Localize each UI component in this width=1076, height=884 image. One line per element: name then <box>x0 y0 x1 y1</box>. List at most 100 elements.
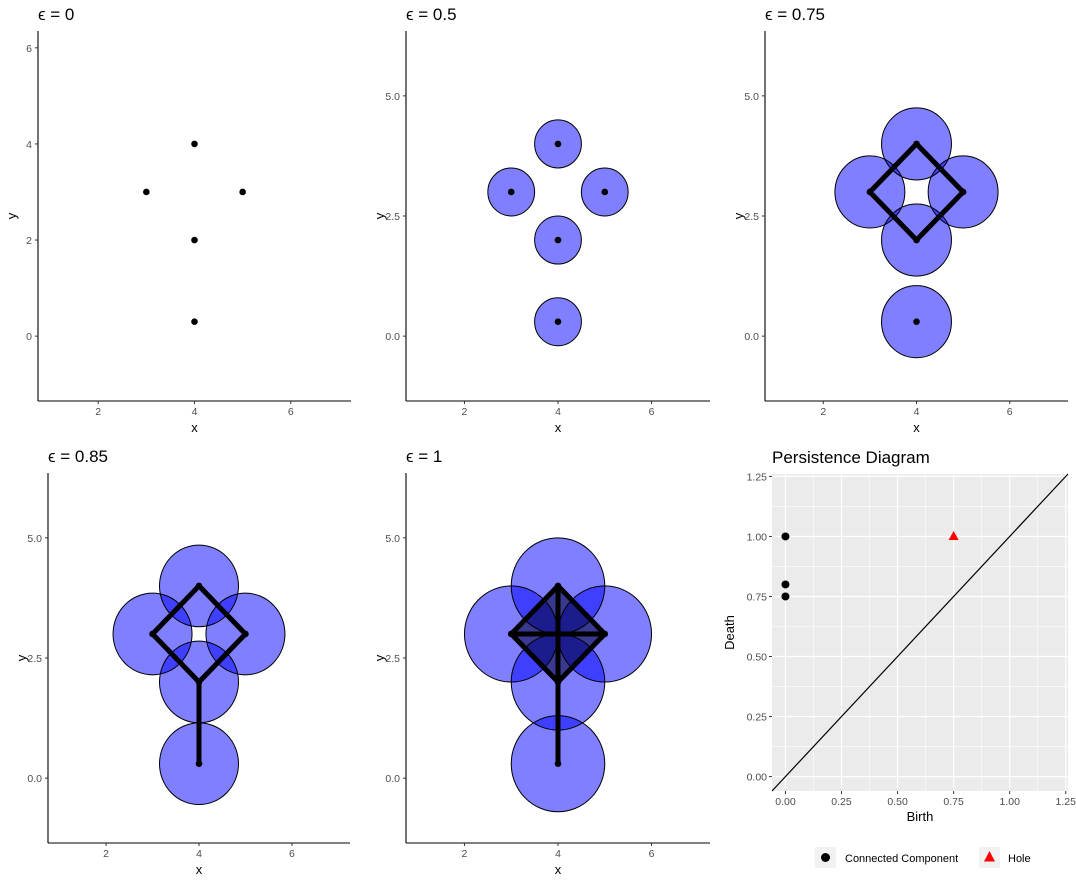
legend: Connected Component Hole <box>815 847 1031 868</box>
y-tick-label: 0.0 <box>27 773 42 785</box>
x-tick-label: 0.75 <box>943 796 964 808</box>
y-tick-label: 2.5 <box>385 211 400 223</box>
x-axis-label: x <box>555 420 562 435</box>
panel-title: ϵ = 0.5 <box>406 5 457 24</box>
plot-area: 0.00 0.25 0.50 0.75 1.00 1.25 0.00 0.25 0.50 0.75… <box>747 471 1076 808</box>
x-axis-label: x <box>913 420 920 435</box>
legend-key-hole <box>984 851 995 862</box>
legend-label-hole: Hole <box>1008 853 1031 865</box>
x-tick-label: 4 <box>196 848 202 860</box>
x-tick-label: 4 <box>555 406 561 418</box>
y-tick-label: 4 <box>26 139 32 151</box>
ball-outline <box>487 167 536 217</box>
x-tick-label: 6 <box>649 406 655 418</box>
plot-area <box>143 140 246 326</box>
data-point <box>554 582 562 590</box>
plot-area <box>834 107 999 359</box>
x-axis-label: Birth <box>907 809 934 824</box>
ball-outline <box>881 285 952 359</box>
data-point <box>149 630 156 638</box>
plot-area <box>487 119 629 347</box>
data-point <box>554 678 562 686</box>
y-tick-label: 2.5 <box>744 211 759 223</box>
edge <box>555 583 608 637</box>
ball-outline <box>927 155 999 229</box>
x-tick-label: 1.25 <box>1056 796 1076 808</box>
x-tick-label: 2 <box>820 406 826 418</box>
y-axis-label: y <box>372 654 387 661</box>
data-point <box>554 236 562 244</box>
y-tick-label: 0.0 <box>744 331 759 343</box>
y-tick-label: 5.0 <box>744 91 759 103</box>
y-tick-label: 2 <box>26 235 32 247</box>
plot-area <box>463 537 653 813</box>
data-point <box>195 678 203 686</box>
diagonal-line <box>771 473 1069 792</box>
data-point <box>601 188 609 196</box>
panel-title: ϵ = 0 <box>38 5 74 24</box>
y-axis-label: Death <box>722 615 737 650</box>
edge <box>150 583 202 637</box>
y-tick-label: 5.0 <box>385 91 400 103</box>
x-tick-label: 6 <box>289 848 295 860</box>
x-tick-label: 0.50 <box>887 796 908 808</box>
y-tick-label: 0.50 <box>747 652 768 664</box>
y-tick-label: 0.0 <box>385 773 400 785</box>
panel-title: ϵ = 0.75 <box>765 5 825 24</box>
edge <box>508 583 561 637</box>
edge <box>508 631 561 685</box>
edge <box>196 583 248 637</box>
x-tick-label: 0.00 <box>775 796 796 808</box>
data-point <box>866 188 874 196</box>
ball-outline <box>881 107 952 181</box>
panel-epsilon-0.85: ϵ = 0.85 x y 2 4 6 0.0 2.5 5.0 <box>14 447 350 877</box>
y-axis-label: y <box>4 212 19 219</box>
x-tick-label: 0.25 <box>831 796 852 808</box>
x-tick-label: 1.00 <box>999 796 1020 808</box>
legend-key-connected-component <box>821 853 830 862</box>
plot-area <box>112 544 286 806</box>
data-point <box>959 188 967 196</box>
x-tick-label: 6 <box>288 406 294 418</box>
y-tick-label: 5.0 <box>27 533 42 545</box>
panel-title: ϵ = 0.85 <box>48 447 108 466</box>
x-axis-label: x <box>555 862 562 877</box>
panel-epsilon-0.5: ϵ = 0.5 x y 2 4 6 0.0 2.5 5.0 <box>372 5 710 435</box>
panel-epsilon-0: ϵ = 0 x y 2 4 6 0 2 4 6 <box>4 5 351 435</box>
data-point <box>554 318 562 326</box>
y-tick-label: 2.5 <box>27 653 42 665</box>
x-tick-label: 2 <box>462 848 468 860</box>
point-connected-component <box>781 532 790 541</box>
y-tick-label: 5.0 <box>385 533 400 545</box>
y-tick-label: 0.00 <box>747 772 768 784</box>
y-tick-label: 0.0 <box>385 331 400 343</box>
panel-epsilon-0.75: ϵ = 0.75 x y 2 4 6 0.0 2.5 5.0 <box>731 5 1068 435</box>
data-point <box>601 630 609 638</box>
data-point <box>191 140 198 148</box>
ball-outline <box>580 167 629 217</box>
edge <box>555 631 608 685</box>
y-axis-label: y <box>731 212 746 219</box>
data-point <box>507 630 515 638</box>
x-tick-label: 6 <box>649 848 655 860</box>
data-point <box>191 318 198 326</box>
y-tick-label: 2.5 <box>385 653 400 665</box>
data-point <box>195 582 203 590</box>
x-tick-label: 6 <box>1007 406 1013 418</box>
ball-outline <box>834 155 906 229</box>
data-point <box>143 188 150 196</box>
x-tick-label: 4 <box>192 406 198 418</box>
point-connected-component <box>781 580 790 589</box>
data-point <box>191 236 198 244</box>
x-tick-label: 2 <box>95 406 101 418</box>
y-tick-label: 0 <box>26 331 32 343</box>
ball-outline <box>534 297 582 347</box>
edge <box>867 141 919 195</box>
data-point <box>242 630 249 638</box>
panel-persistence-diagram: Persistence Diagram Birth Death 0.00 0.25… <box>722 448 1076 824</box>
x-tick-label: 4 <box>555 848 561 860</box>
ball-outline <box>112 592 193 676</box>
data-point <box>507 188 515 196</box>
ball-outline <box>159 544 239 628</box>
x-tick-label: 4 <box>914 406 920 418</box>
